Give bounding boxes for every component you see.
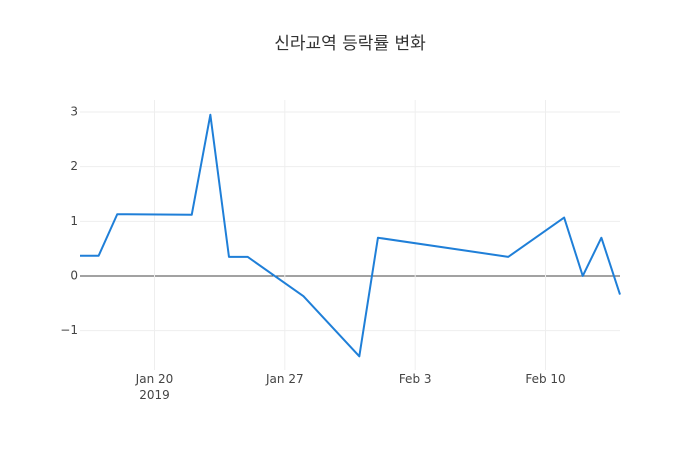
line xyxy=(80,113,621,358)
x-tick-label-line: Jan 27 xyxy=(265,372,304,386)
x-tick-label: Feb 10 xyxy=(525,372,565,386)
y-tick-label: 2 xyxy=(70,159,78,173)
x-tick-label-line: 2019 xyxy=(139,388,170,402)
chart-title: 신라교역 등락률 변화 xyxy=(274,34,426,54)
y-tick-label: 0 xyxy=(70,268,78,282)
x-tick-label-line: Feb 10 xyxy=(525,372,565,386)
x-tick-label: Jan 27 xyxy=(265,372,304,386)
x-tick-label: Feb 3 xyxy=(399,372,432,386)
x-tick-label-line: Jan 20 xyxy=(135,372,174,386)
y-tick-label: 1 xyxy=(70,214,78,228)
y-tick-label: 3 xyxy=(70,105,78,119)
x-tick-label-line: Feb 3 xyxy=(399,372,432,386)
x-tick-label: Jan 20 2019 xyxy=(135,372,174,402)
y-tick-label: −1 xyxy=(60,323,78,337)
